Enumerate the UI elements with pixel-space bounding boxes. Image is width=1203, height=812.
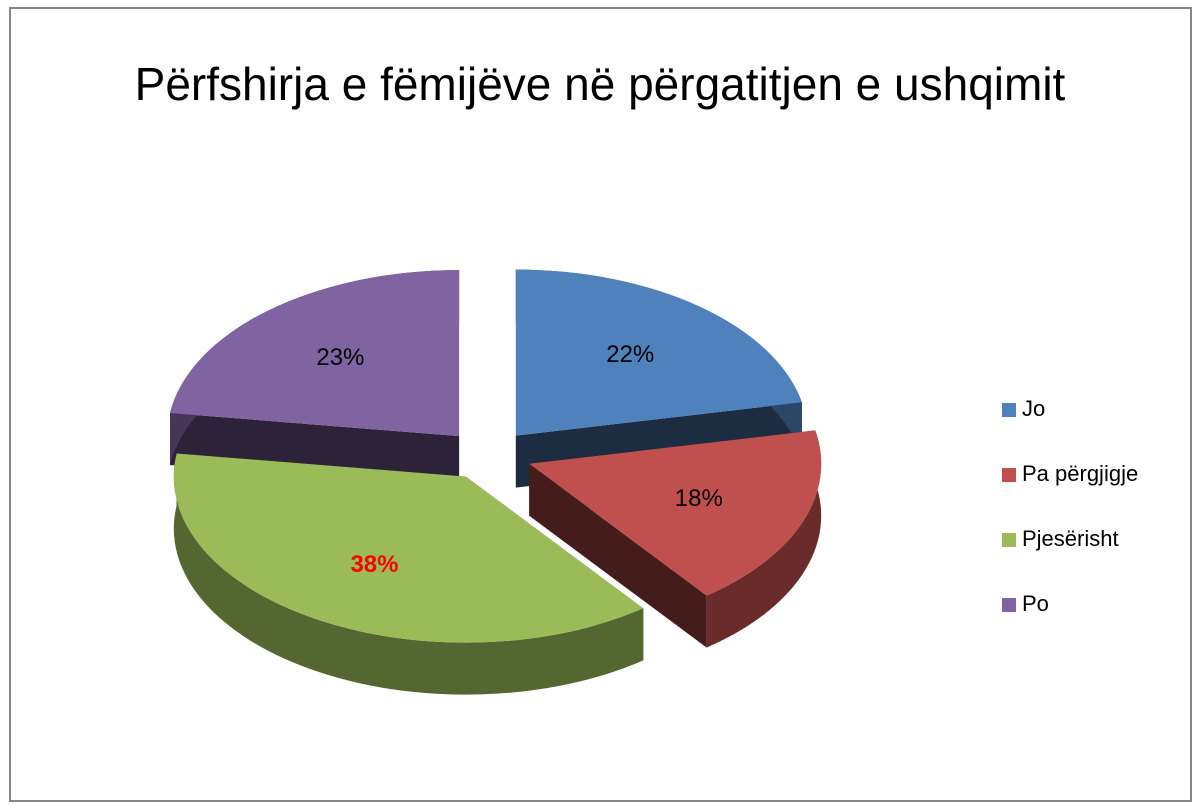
pie-slice: [529, 430, 822, 596]
legend-label: Pa përgjigje: [1022, 461, 1138, 486]
legend-swatch: [1002, 598, 1016, 612]
data-label: 18%: [675, 485, 723, 512]
legend-label: Jo: [1022, 396, 1045, 421]
slice-wall: [706, 430, 822, 648]
legend-label: Pjesërisht: [1022, 526, 1119, 551]
pie-slice: [169, 270, 460, 437]
pie-slice: [173, 453, 644, 643]
slice-side: [529, 463, 707, 648]
chart-frame: [9, 7, 1192, 802]
data-label: 22%: [606, 341, 654, 368]
legend-label: Po: [1022, 591, 1049, 616]
pie-slice: [515, 269, 802, 436]
slice-wall: [173, 453, 644, 695]
chart-title: Përfshirja e fëmijëve në përgatitjen e u…: [134, 58, 1066, 110]
legend-swatch: [1002, 533, 1016, 547]
legend-swatch: [1002, 403, 1016, 417]
data-label: 38%: [350, 551, 398, 578]
legend-swatch: [1002, 468, 1016, 482]
data-label: 23%: [316, 344, 364, 371]
